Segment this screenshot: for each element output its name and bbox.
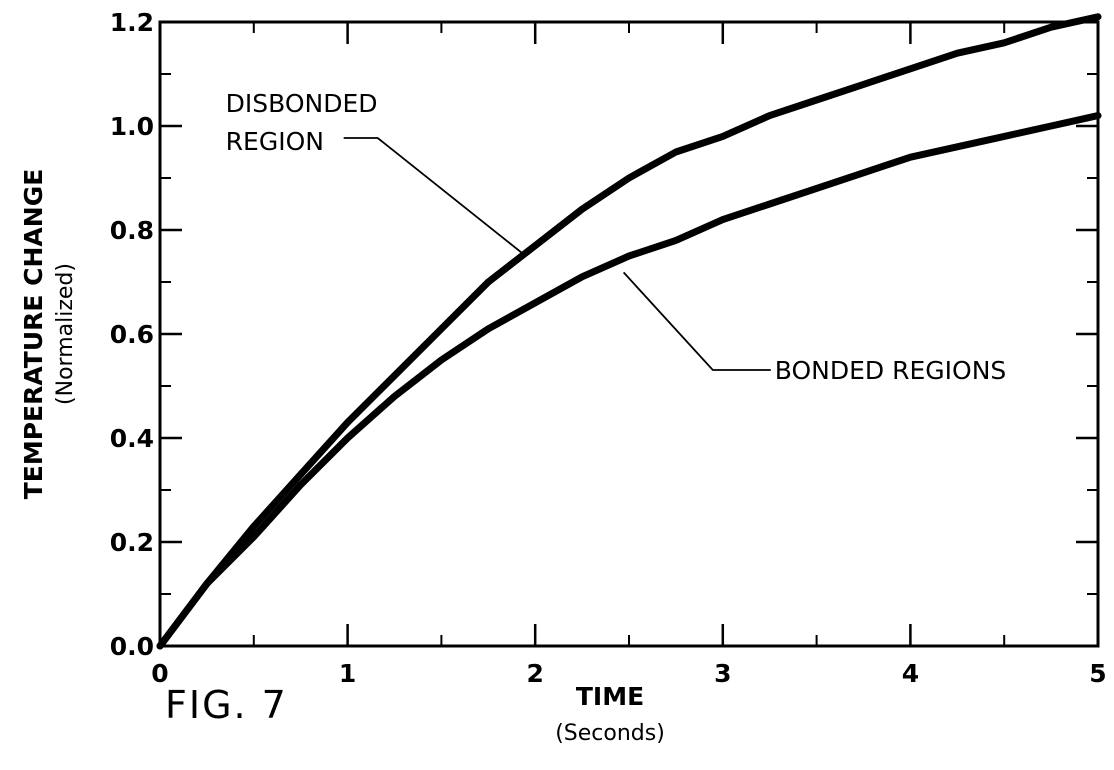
series-point [1096, 114, 1100, 118]
y-tick-label: 0.4 [110, 424, 154, 453]
series-point [393, 374, 396, 378]
series-point [346, 420, 350, 424]
annotation-disbonded-label: DISBONDED [226, 89, 378, 118]
x-axis-title: TIME [576, 682, 644, 711]
series-point [627, 254, 631, 258]
series-point [1002, 134, 1006, 138]
y-tick-label: 0.2 [110, 528, 154, 557]
x-axis-subtitle: (Seconds) [555, 721, 665, 746]
series-point [768, 202, 772, 206]
series-point [721, 134, 725, 138]
series-point [439, 327, 443, 331]
annotation-disbonded-label: REGION [226, 127, 324, 156]
y-tick-label: 1.2 [110, 8, 154, 37]
x-tick-label: 1 [339, 659, 356, 688]
annotations: DISBONDED REGION BONDED REGIONS [226, 89, 1007, 385]
series-point [674, 150, 678, 154]
series-point [768, 114, 772, 118]
series-point [393, 394, 396, 398]
annotation-bonded-leader [622, 271, 771, 371]
x-tick-label: 3 [714, 659, 731, 688]
series-point [908, 155, 912, 159]
annotation-bonded-label: BONDED REGIONS [775, 356, 1007, 385]
series-point [862, 82, 865, 86]
y-tick-label: 1.0 [110, 112, 154, 141]
y-axis-title: TEMPERATURE CHANGE [19, 169, 48, 500]
series-point [439, 358, 443, 362]
series-point [158, 644, 162, 648]
y-tick-label: 0.8 [110, 216, 154, 245]
x-tick-label: 5 [1089, 659, 1106, 688]
axis-tick-labels: 0 1 2 3 4 5 0.0 0.2 0.4 0.6 0.8 1.0 1.2 [110, 8, 1107, 688]
series-point [955, 145, 959, 149]
annotation-disbonded-leader [343, 137, 527, 257]
series-point [533, 301, 537, 305]
series-point [815, 186, 819, 190]
series-point [1049, 124, 1053, 128]
y-tick-label: 0.0 [110, 632, 154, 661]
series-point [908, 67, 912, 71]
series-point [1049, 25, 1053, 29]
series-point [721, 218, 725, 222]
series-point [955, 51, 959, 55]
series-point [580, 275, 584, 279]
series-point [533, 244, 537, 248]
series-point [252, 524, 256, 528]
series-point [299, 483, 303, 487]
series-point [580, 207, 584, 211]
data-series [156, 13, 1102, 650]
figure-label: FIG. 7 [165, 683, 288, 727]
x-tick-label: 0 [151, 659, 168, 688]
series-point [627, 176, 631, 180]
series-point [862, 171, 865, 175]
y-tick-label: 0.6 [110, 320, 154, 349]
series-point [1096, 15, 1100, 19]
y-axis-subtitle: (Normalized) [53, 263, 78, 405]
series-point [1002, 41, 1006, 45]
series-point [486, 280, 490, 284]
x-tick-label: 2 [526, 659, 543, 688]
series-point [346, 436, 350, 440]
series-point [252, 535, 256, 539]
x-tick-label: 4 [902, 659, 919, 688]
series-point [486, 327, 490, 331]
series-point [205, 582, 209, 586]
series-point [674, 238, 678, 242]
series-point [815, 98, 819, 102]
series-point [299, 472, 303, 476]
axis-ticks [160, 22, 1098, 646]
